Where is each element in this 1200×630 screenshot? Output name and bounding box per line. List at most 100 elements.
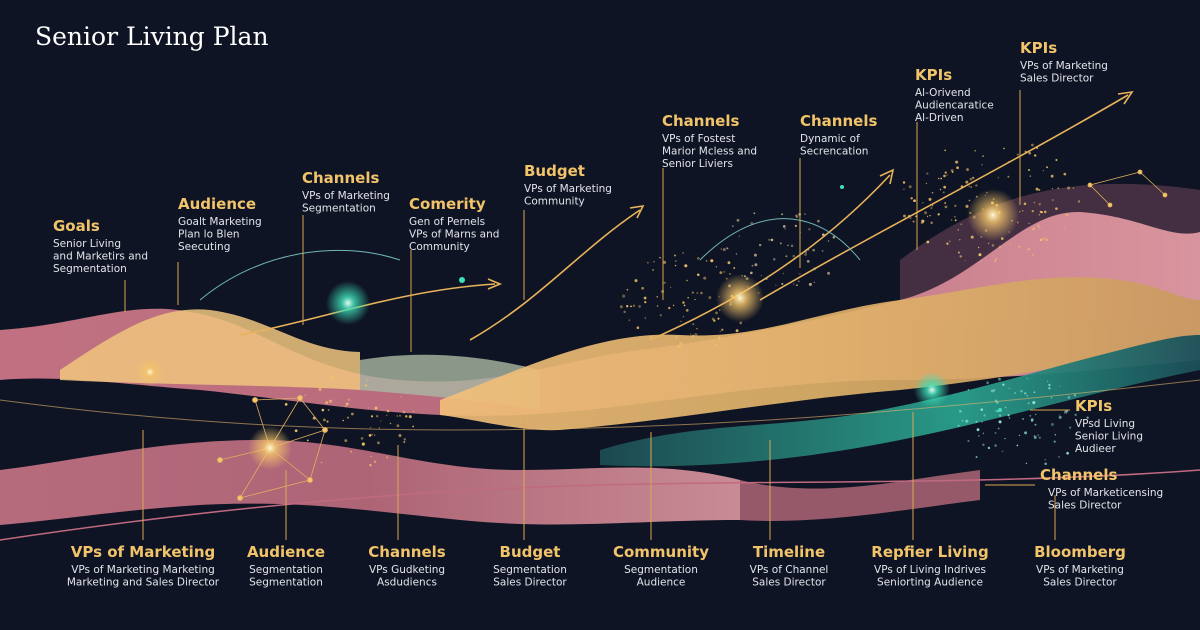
sparkle (300, 395, 303, 398)
label-line: Segmentation (53, 263, 127, 275)
sparkle (408, 415, 412, 419)
sparkle (965, 419, 969, 423)
sparkle (912, 220, 915, 223)
sparkle (1000, 237, 1004, 240)
sparkle (741, 274, 743, 277)
label-line: Marketing and Sales Director (67, 577, 220, 589)
label-line: Segmentation (249, 564, 323, 576)
label-line: Community (524, 196, 585, 208)
sparkle (398, 434, 402, 437)
sparkle (792, 283, 795, 285)
sparkle (1024, 150, 1027, 153)
sparkle (994, 399, 997, 402)
label-line: Senior Liviers (662, 158, 733, 170)
sparkle (656, 305, 659, 307)
sparkle (1038, 188, 1041, 192)
sparkle (1002, 383, 1005, 386)
sparkle (344, 405, 347, 407)
sparkle (755, 282, 758, 286)
sparkle (1048, 387, 1051, 390)
sparkle (1045, 238, 1049, 242)
sparkle (1008, 387, 1011, 390)
arrows (199, 90, 1134, 341)
sparkle (1008, 417, 1011, 419)
sparkle (1031, 253, 1034, 256)
label-heading: Timeline (753, 543, 825, 561)
sparkle (965, 204, 969, 208)
sparkle (977, 246, 980, 249)
label-heading: VPs of Marketing (71, 543, 215, 561)
sparkle (663, 260, 667, 264)
sparkle (735, 329, 739, 333)
label-heading: Audience (178, 195, 256, 213)
label-line: Al-Orivend (915, 87, 971, 99)
sparkle (902, 181, 906, 184)
sparkle (787, 244, 789, 247)
sparkle (984, 229, 988, 232)
sparkle (326, 420, 329, 423)
sparkle (903, 188, 905, 190)
sparkle (694, 333, 698, 337)
sparkle (980, 260, 982, 262)
sparkle (1016, 153, 1019, 156)
sparkle (1004, 406, 1007, 409)
sparkle (781, 213, 784, 216)
sparkle (807, 248, 810, 251)
sparkle (821, 250, 824, 252)
sparkle (679, 342, 683, 345)
sparkle (951, 219, 953, 221)
sparkle (1020, 390, 1023, 393)
sparkle (725, 277, 728, 280)
sparkle (1042, 169, 1045, 172)
sparkle (652, 269, 654, 271)
sparkle (682, 301, 685, 304)
sparkle (1009, 242, 1012, 245)
sparkle (1046, 166, 1049, 169)
sparkle (1018, 434, 1021, 437)
sparkle (729, 273, 731, 275)
label-line: VPs of Marns and (409, 229, 499, 241)
label-line: VPs of Marketing (1020, 60, 1108, 72)
sparkle (691, 334, 695, 338)
label-line: Asdudiencs (377, 577, 437, 589)
sparkle (638, 305, 641, 308)
sparkle (1027, 169, 1030, 171)
sparkle (920, 221, 924, 225)
sparkle (1050, 396, 1053, 399)
sparkle (1032, 401, 1036, 405)
sparkle (700, 291, 703, 295)
sparkle (370, 455, 372, 458)
sparkle (1004, 437, 1006, 440)
sparkle (1073, 394, 1077, 397)
sparkle (1031, 210, 1034, 213)
sparkle (964, 259, 966, 262)
sparkle (1018, 245, 1021, 248)
sparkle (943, 185, 947, 189)
sparkle (967, 389, 970, 391)
sparkle (696, 257, 700, 260)
sparkle (675, 260, 677, 262)
sparkle (1029, 414, 1032, 417)
sparkle (986, 191, 988, 194)
sparkle (960, 185, 964, 188)
sparkle (913, 199, 916, 203)
sparkle (975, 195, 978, 198)
sparkle (938, 177, 940, 180)
sparkle (995, 203, 999, 207)
sparkle (966, 168, 969, 171)
sparkle (674, 254, 676, 257)
label-heading: Comerity (409, 195, 486, 213)
sparkle (679, 346, 682, 349)
sparkle (1044, 459, 1046, 461)
sparkle (994, 444, 997, 447)
sparkle (997, 209, 1000, 212)
label-line: VPs of Marketing Marketing (71, 564, 215, 576)
leaders (124, 90, 1070, 540)
label-line: VPs of Fostest (662, 133, 735, 145)
sparkle (389, 422, 392, 425)
sparkle (294, 429, 298, 433)
sparkle (910, 197, 913, 200)
sparkle (931, 192, 934, 194)
label-line: Dynamic of (800, 133, 860, 145)
sparkle (373, 460, 377, 463)
